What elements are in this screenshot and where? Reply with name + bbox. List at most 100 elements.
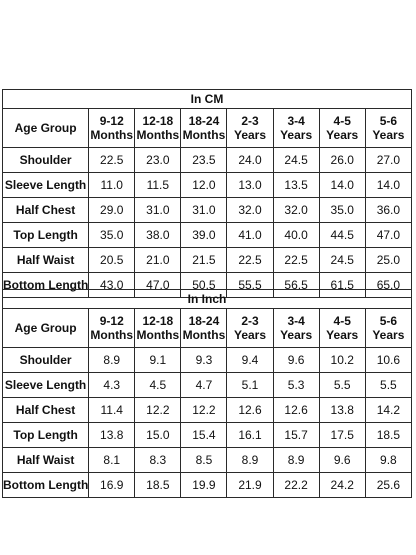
age-column-header: 18-24 Months xyxy=(180,108,228,148)
measurement-value: 27.0 xyxy=(364,147,413,173)
age-unit: Months xyxy=(136,328,180,342)
age-unit: Years xyxy=(326,328,359,342)
measurement-value: 11.0 xyxy=(88,172,136,198)
age-range: 5-6 xyxy=(379,314,398,328)
measurement-value: 11.4 xyxy=(88,397,136,423)
measurement-value: 23.5 xyxy=(180,147,228,173)
measurement-value: 47.0 xyxy=(364,222,413,248)
table-row: Shoulder 8.9 9.1 9.3 9.4 9.6 10.2 10.6 xyxy=(1,347,413,373)
measurement-value: 22.2 xyxy=(272,472,320,498)
age-range: 5-6 xyxy=(379,114,398,128)
age-unit: Years xyxy=(233,128,267,142)
measurement-value: 4.7 xyxy=(180,372,228,398)
measurement-value: 14.2 xyxy=(364,397,413,423)
measurement-value: 22.5 xyxy=(272,247,320,273)
table-row: Bottom Length 16.9 18.5 19.9 21.9 22.2 24.2 25.… xyxy=(1,472,413,498)
size-chart-inch-table: In Inch Age Group 9-12 Months 12-18 Months 18-… xyxy=(1,289,413,498)
age-column-header: 9-12 Months xyxy=(88,308,136,348)
measurement-value: 31.0 xyxy=(180,197,228,223)
measurement-value: 24.5 xyxy=(272,147,320,173)
age-column-header: 4-5 Years xyxy=(318,108,366,148)
age-unit: Months xyxy=(136,128,180,142)
table-row: Half Chest 29.0 31.0 31.0 32.0 32.0 35.0 36.0 xyxy=(1,197,413,223)
age-column-header: 12-18 Months xyxy=(134,308,182,348)
measurement-value: 14.0 xyxy=(318,172,366,198)
table-row: Sleeve Length 4.3 4.5 4.7 5.1 5.3 5.5 5.5 xyxy=(1,372,413,398)
age-unit: Months xyxy=(90,128,134,142)
measurement-value: 14.0 xyxy=(364,172,413,198)
measurement-value: 11.5 xyxy=(134,172,182,198)
age-column-header: 3-4 Years xyxy=(272,108,320,148)
measurement-value: 12.6 xyxy=(226,397,274,423)
measurement-value: 13.0 xyxy=(226,172,274,198)
size-chart-inch-body: In Inch Age Group 9-12 Months 12-18 Months 18-… xyxy=(1,289,413,498)
age-range: 9-12 xyxy=(99,314,124,328)
table-row: Half Chest 11.4 12.2 12.2 12.6 12.6 13.8 14.2 xyxy=(1,397,413,423)
age-unit: Months xyxy=(90,328,134,342)
table-row: Shoulder 22.5 23.0 23.5 24.0 24.5 26.0 27.0 xyxy=(1,147,413,173)
measurement-value: 36.0 xyxy=(364,197,413,223)
measurement-value: 23.0 xyxy=(134,147,182,173)
measurement-value: 15.7 xyxy=(272,422,320,448)
table-title-row: In Inch xyxy=(2,289,412,309)
measurement-value: 8.1 xyxy=(88,447,136,473)
measurement-value: 12.2 xyxy=(134,397,182,423)
measurement-label: Shoulder xyxy=(1,347,90,373)
age-range: 3-4 xyxy=(287,114,305,128)
table-title: In Inch xyxy=(2,289,412,309)
age-group-header: Age Group xyxy=(1,108,90,148)
measurement-value: 26.0 xyxy=(318,147,366,173)
measurement-value: 39.0 xyxy=(180,222,228,248)
age-range: 3-4 xyxy=(287,314,305,328)
measurement-value: 9.1 xyxy=(134,347,182,373)
measurement-value: 10.2 xyxy=(318,347,366,373)
measurement-value: 22.5 xyxy=(226,247,274,273)
measurement-label: Half Waist xyxy=(1,447,90,473)
table-row: Bottom Length 43.0 47.0 50.5 55.5 56.5 61.5 65.… xyxy=(1,272,413,298)
measurement-value: 8.9 xyxy=(88,347,136,373)
measurement-value: 8.9 xyxy=(272,447,320,473)
measurement-value: 35.0 xyxy=(88,222,136,248)
measurement-value: 25.6 xyxy=(364,472,413,498)
table-row: Sleeve Length 11.0 11.5 12.0 13.0 13.5 14.0 14.… xyxy=(1,172,413,198)
measurement-value: 10.6 xyxy=(364,347,413,373)
age-range: 4-5 xyxy=(333,114,351,128)
measurement-value: 24.2 xyxy=(318,472,366,498)
measurement-label: Half Chest xyxy=(1,397,90,423)
age-range: 12-18 xyxy=(142,314,174,328)
measurement-label: Sleeve Length xyxy=(1,372,90,398)
table-row: Top Length 35.0 38.0 39.0 41.0 40.0 44.5 47.0 xyxy=(1,222,413,248)
measurement-value: 9.6 xyxy=(318,447,366,473)
measurement-value: 41.0 xyxy=(226,222,274,248)
measurement-value: 40.0 xyxy=(272,222,320,248)
measurement-value: 18.5 xyxy=(134,472,182,498)
age-column-header: 12-18 Months xyxy=(134,108,182,148)
measurement-value: 8.5 xyxy=(180,447,228,473)
age-unit: Years xyxy=(280,328,313,342)
measurement-value: 9.8 xyxy=(364,447,413,473)
measurement-value: 9.4 xyxy=(226,347,274,373)
measurement-value: 4.3 xyxy=(88,372,136,398)
measurement-value: 8.9 xyxy=(226,447,274,473)
age-column-header: 2-3 Years xyxy=(226,108,274,148)
measurement-value: 31.0 xyxy=(134,197,182,223)
measurement-value: 15.0 xyxy=(134,422,182,448)
measurement-value: 29.0 xyxy=(88,197,136,223)
age-range: 18-24 xyxy=(188,114,220,128)
table-title-row: In CM xyxy=(2,89,412,109)
measurement-label: Sleeve Length xyxy=(1,172,90,198)
measurement-value: 9.3 xyxy=(180,347,228,373)
age-range: 2-3 xyxy=(241,114,259,128)
measurement-value: 38.0 xyxy=(134,222,182,248)
measurement-value: 35.0 xyxy=(318,197,366,223)
measurement-value: 15.4 xyxy=(180,422,228,448)
measurement-value: 25.0 xyxy=(364,247,413,273)
measurement-value: 32.0 xyxy=(226,197,274,223)
age-range: 2-3 xyxy=(241,314,259,328)
measurement-value: 19.9 xyxy=(180,472,228,498)
measurement-value: 21.0 xyxy=(134,247,182,273)
measurement-label: Top Length xyxy=(1,222,90,248)
measurement-value: 5.5 xyxy=(318,372,366,398)
column-header-row: Age Group 9-12 Months 12-18 Months 18-24 Month… xyxy=(1,108,413,148)
measurement-value: 12.2 xyxy=(180,397,228,423)
